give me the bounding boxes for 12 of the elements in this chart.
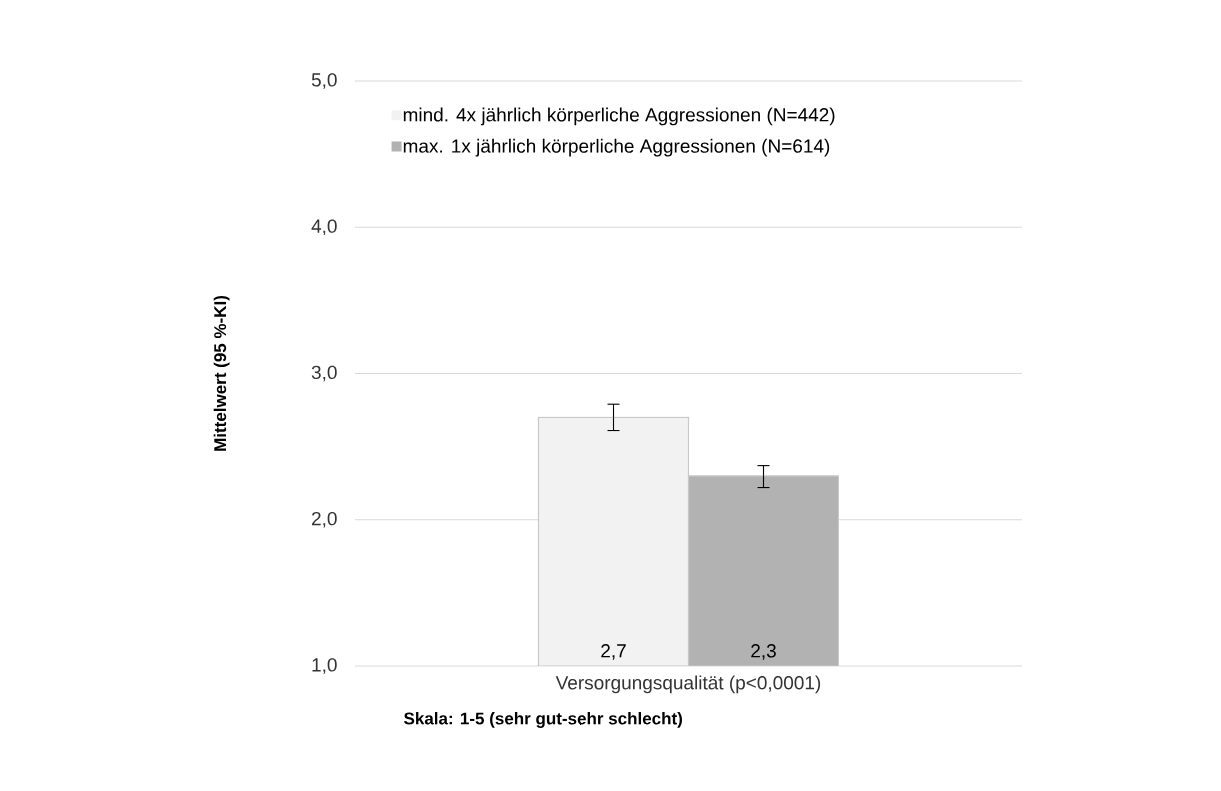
data-label: 2,7: [601, 644, 626, 660]
x-tick-label: Versorgungsqualität (p<0,0001): [555, 675, 821, 694]
legend-label: mind. 4x jährlich körperliche Aggressionen (N=442): [403, 107, 835, 126]
text: Skala: 1-5 (sehr gut-sehr schlecht): [404, 712, 682, 728]
y-tick-label: 4,0: [311, 219, 337, 236]
y-axis-title: Mittelwert (95 %-KI): [213, 295, 230, 451]
y-tick-label: 5,0: [311, 73, 337, 89]
y-tick-label: 1,0: [312, 658, 337, 674]
y-tick-label: 3,0: [311, 365, 337, 382]
data-label: 2,3: [751, 644, 776, 660]
y-tick-label: 2,0: [312, 511, 337, 528]
legend-label: max. 1x jährlich körperliche Aggressionen (N=614): [403, 138, 830, 157]
